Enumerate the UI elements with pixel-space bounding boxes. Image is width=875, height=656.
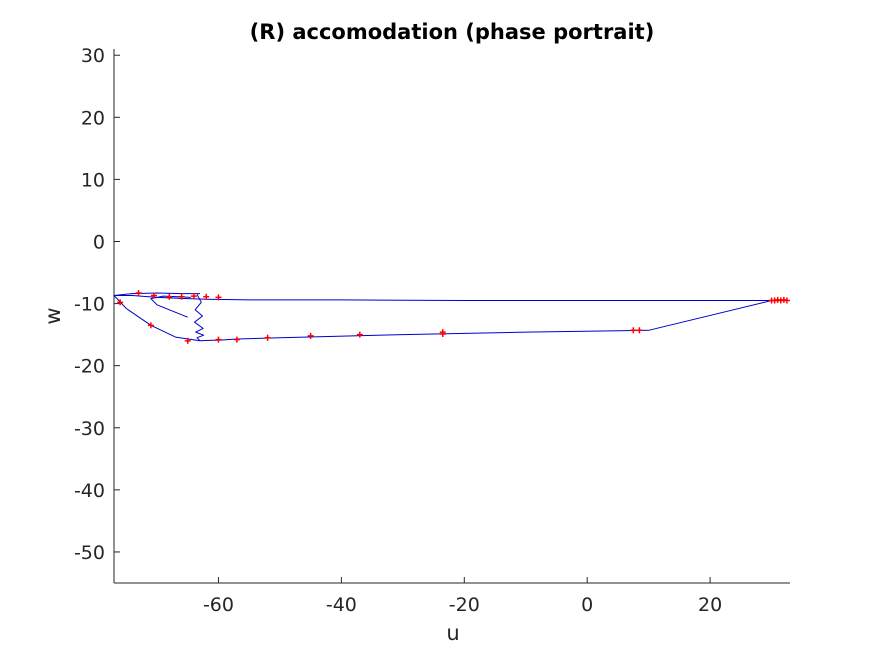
data-point-marker (215, 294, 222, 301)
data-point-marker (117, 299, 124, 306)
data-point-marker (215, 336, 222, 343)
chart-title: (R) accomodation (phase portrait) (250, 20, 655, 44)
data-point-marker (233, 336, 240, 343)
y-tick-label: -40 (74, 480, 105, 502)
y-tick-label: -20 (74, 356, 105, 378)
x-tick-label: -40 (326, 594, 357, 616)
trajectory-line (113, 295, 772, 342)
data-point-marker (184, 337, 191, 344)
y-axis-label: w (41, 307, 65, 324)
data-point-marker (630, 327, 637, 334)
y-axis-ticks: 30 20 10 0 -10 -20 -30 -40 -50 (74, 45, 120, 564)
data-point-marker (147, 322, 154, 329)
data-point-marker (783, 297, 790, 304)
data-point-marker (178, 293, 185, 300)
x-tick-label: -60 (203, 594, 234, 616)
x-tick-label: 20 (698, 594, 722, 616)
y-tick-label: 0 (93, 231, 105, 253)
trajectory-line (113, 292, 200, 296)
data-point-marker (166, 293, 173, 300)
y-tick-label: 20 (81, 107, 105, 129)
data-point-marker (356, 331, 363, 338)
data-point-marker (636, 327, 643, 334)
y-tick-label: -30 (74, 418, 105, 440)
data-point-marker (203, 293, 210, 300)
plot-area: -60 -40 -20 0 20 30 20 10 0 -10 -20 -30 -40 -50 (74, 45, 790, 616)
x-axis-label: u (446, 621, 459, 645)
y-tick-label: -50 (74, 542, 105, 564)
data-point-marker (307, 332, 314, 339)
trajectory-line (194, 294, 205, 342)
x-axis-ticks: -60 -40 -20 0 20 (203, 577, 722, 616)
y-tick-label: 10 (81, 169, 105, 191)
data-point-marker (135, 290, 142, 297)
data-point-marker (190, 293, 197, 300)
series-layer (113, 290, 790, 344)
trajectory-line (150, 295, 191, 318)
data-point-marker (150, 292, 157, 299)
y-tick-label: 30 (81, 45, 105, 67)
x-tick-label: -20 (449, 594, 480, 616)
data-point-marker (439, 331, 446, 338)
data-point-marker (264, 334, 271, 341)
x-tick-label: 0 (581, 594, 593, 616)
y-tick-label: -10 (74, 294, 105, 316)
